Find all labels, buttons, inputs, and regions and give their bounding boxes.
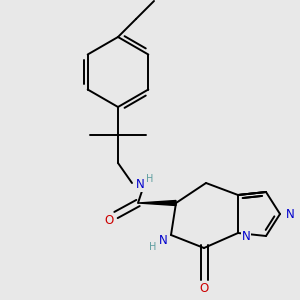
Polygon shape: [138, 200, 176, 206]
Text: H: H: [146, 174, 154, 184]
Text: H: H: [149, 242, 157, 252]
Text: N: N: [242, 230, 250, 244]
Text: O: O: [200, 281, 208, 295]
Text: N: N: [159, 233, 167, 247]
Text: N: N: [136, 178, 144, 191]
Text: N: N: [286, 208, 294, 220]
Text: O: O: [104, 214, 114, 226]
